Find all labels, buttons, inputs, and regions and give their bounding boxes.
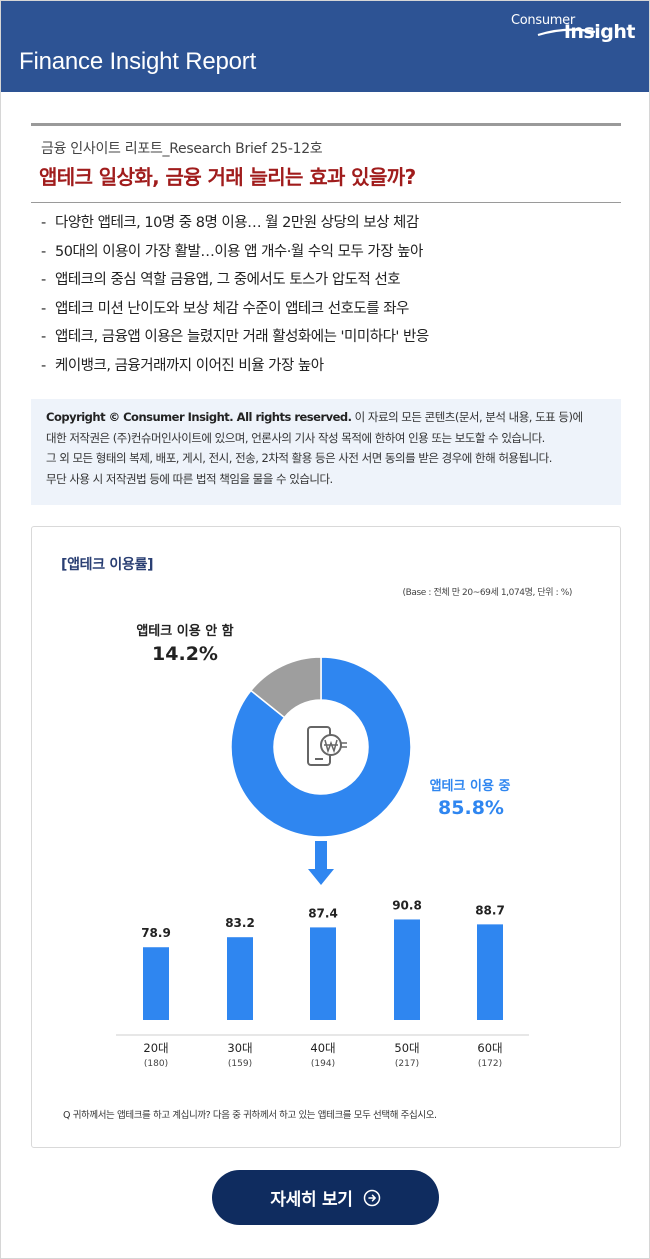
headline: 앱테크 일상화, 금융 거래 늘리는 효과 있을까? — [39, 165, 416, 189]
copyright-line3: 그 외 모든 형태의 복제, 배포, 게시, 전시, 전송, 2차적 활용 등은… — [46, 451, 552, 465]
copyright-bold: Copyright © Consumer Insight. All rights… — [46, 410, 352, 424]
bar-sample-size-label: (180) — [144, 1059, 168, 1069]
bar — [310, 927, 336, 1020]
headline-divider — [31, 202, 621, 203]
pie-value-used: 85.8% — [438, 797, 504, 819]
copyright-line4: 무단 사용 시 저작권법 등에 따른 법적 책임을 물을 수 있습니다. — [46, 471, 333, 486]
bar-sample-size-label: (172) — [478, 1059, 502, 1069]
bar — [394, 919, 420, 1020]
report-title: Finance Insight Report — [19, 48, 257, 75]
down-arrow-icon — [308, 841, 334, 885]
bar-value-label: 87.4 — [308, 906, 338, 920]
bar-category-label: 40대 — [310, 1041, 335, 1055]
bullet-item: - 다양한 앱테크, 10명 중 8명 이용… 월 2만원 상당의 보상 체감 — [41, 215, 419, 231]
bullet-item: - 케이뱅크, 금융거래까지 이어진 비율 가장 높아 — [41, 357, 324, 374]
bar-category-label: 60대 — [477, 1041, 502, 1055]
view-details-label: 자세히 보기 — [270, 1190, 353, 1210]
bar-value-label: 83.2 — [225, 916, 255, 930]
logo-consumer-text: Consumer — [511, 13, 575, 28]
bullet-item: - 앱테크 미션 난이도와 보상 체감 수준이 앱테크 선호도를 좌우 — [41, 300, 409, 317]
bullet-item: -50대의 이용이 가장 활발…이용 앱 개수·월 수익 모두 가장 높아 — [41, 243, 423, 260]
pie-slice — [249, 656, 322, 719]
phone-won-icon — [307, 726, 347, 766]
brief-label: 금융 인사이트 리포트_Research Brief 25-12호 — [41, 141, 323, 157]
header-bar: Consumer Insight Finance Insight Report — [1, 1, 649, 92]
top-divider — [31, 123, 621, 126]
base-note: (Base : 전체 만 20~69세 1,074명, 단위 : %) — [402, 588, 573, 598]
bar-category-label: 50대 — [394, 1041, 419, 1055]
bar-sample-size-label: (194) — [311, 1059, 335, 1069]
chart-card-title: [앱테크 이용률] — [61, 557, 154, 573]
consumer-insight-logo: Consumer Insight — [511, 13, 636, 47]
chart-canvas: 앱테크 이용 중 85.8% 앱테크 이용 안 함 14.2% 78.9 20대 (180)… — [116, 623, 529, 1069]
copyright-line2: 대한 저작권은 (주)컨슈머인사이트에 있으며, 언론사의 기사 작성 목적에 … — [46, 430, 545, 445]
bar-sample-size-label: (217) — [395, 1059, 419, 1069]
bar-category-label: 20대 — [143, 1041, 168, 1055]
view-details-button[interactable]: 자세히 보기 — [212, 1170, 439, 1225]
bar-sample-size-label: (159) — [228, 1059, 252, 1069]
copyright-line1: 이 자료의 모든 콘텐츠(문서, 분석 내용, 도표 등)에 — [351, 410, 583, 424]
bar — [227, 937, 253, 1020]
bar-category-label: 30대 — [227, 1041, 252, 1055]
pie-label-not-used: 앱테크 이용 안 함 — [136, 623, 233, 639]
bullet-item: - 앱테크의 중심 역할 금융앱, 그 중에서도 토스가 압도적 선호 — [41, 272, 401, 288]
arrow-right-circle-icon — [363, 1189, 380, 1206]
pie-label-used: 앱테크 이용 중 — [430, 778, 511, 794]
bar-value-label: 90.8 — [392, 898, 422, 912]
pie-value-not-used: 14.2% — [152, 643, 218, 665]
bar — [477, 924, 503, 1020]
survey-question: Q 귀하께서는 앱테크를 하고 계십니까? 다음 중 귀하께서 하고 있는 앱테… — [63, 1110, 437, 1121]
bullet-item: - 앱테크, 금융앱 이용은 늘렸지만 거래 활성화에는 '미미하다' 반응 — [41, 329, 429, 345]
bar-value-label: 78.9 — [141, 926, 171, 940]
summary-bullets: - 다양한 앱테크, 10명 중 8명 이용… 월 2만원 상당의 보상 체감 -… — [41, 213, 429, 384]
logo-swoosh-icon — [537, 28, 596, 37]
chart-card: 앱테크 이용 중 85.8% 앱테크 이용 안 함 14.2% 78.9 20대 (180)… — [31, 526, 621, 1148]
bar — [143, 947, 169, 1020]
logo-insight-text: Insight — [563, 21, 636, 43]
bar-value-label: 88.7 — [475, 903, 505, 917]
pie-slice — [230, 656, 412, 838]
copyright-notice: Copyright © Consumer Insight. All rights… — [31, 399, 621, 505]
